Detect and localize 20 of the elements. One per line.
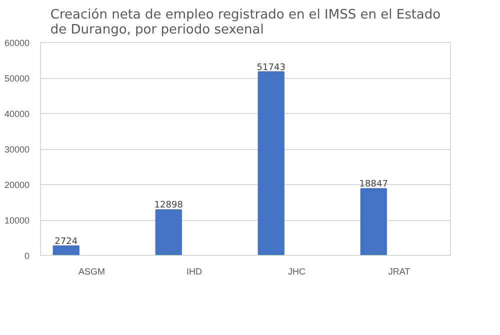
data-label: 18847: [359, 180, 388, 190]
y-tick-label: 50000: [4, 74, 30, 84]
data-label: 51743: [256, 62, 286, 73]
x-tick-label: JHC: [288, 266, 306, 276]
chart-title: Creación neta de empleo registrado en el IMSS en el Estado de Durango, por periodo sexenal: [50, 8, 441, 38]
x-tick-label: ASGM: [78, 266, 106, 276]
data-label: 2724: [54, 236, 78, 247]
y-tick-label: 60000: [4, 38, 30, 48]
data-label: 12898: [154, 200, 184, 211]
bar: [258, 71, 284, 256]
y-tick-label: 20000: [4, 180, 30, 190]
x-tick-label: JRAT: [388, 266, 411, 276]
y-tick-label: 40000: [4, 109, 30, 119]
y-tick-label: 10000: [4, 216, 30, 226]
bar: [360, 188, 387, 256]
x-tick-label: IHD: [186, 266, 202, 276]
y-tick-label: 30000: [4, 144, 30, 154]
bar: [52, 245, 80, 256]
y-tick-label: 0: [24, 251, 30, 261]
bar: [155, 209, 182, 256]
